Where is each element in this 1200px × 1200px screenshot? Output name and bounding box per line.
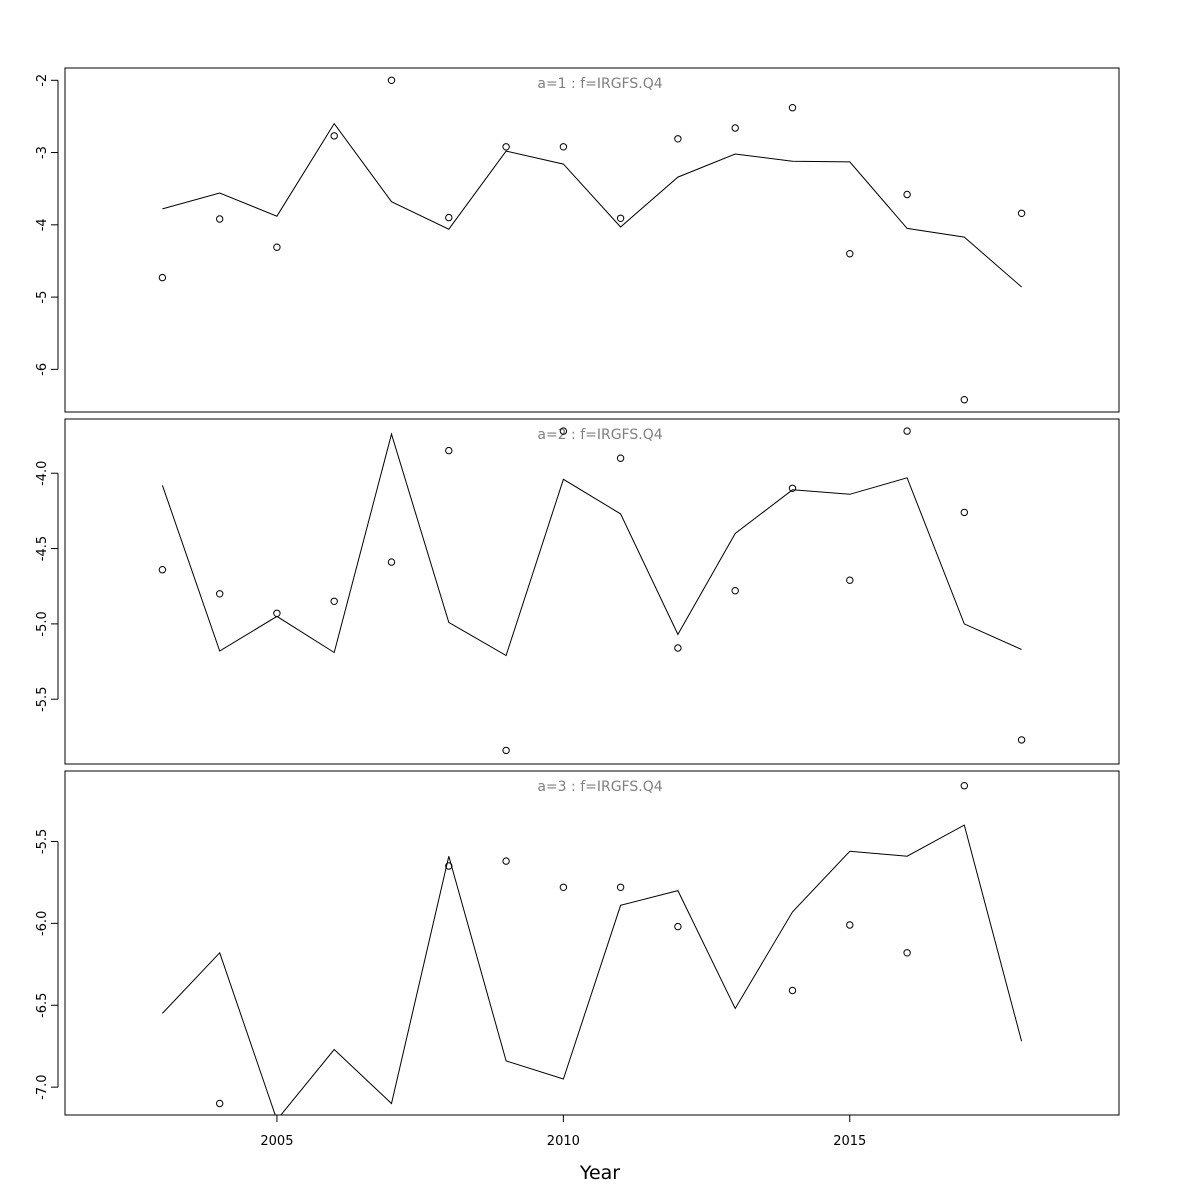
observed-point <box>847 577 853 583</box>
observed-point <box>904 191 910 197</box>
observed-point <box>789 987 795 993</box>
y-axis-2: -4.0 -4.5 -5.0 -5.5 <box>35 461 58 712</box>
panel-frame <box>65 419 1119 764</box>
data-marks <box>159 428 1025 754</box>
panel-frame <box>65 68 1119 412</box>
panels-group: -2 -3 -4 -5 -6 a=1 : f=IRGFS.Q4 -4.0 -4.5 -5.0 -5… <box>35 68 1119 1120</box>
panel-3: -5.5 -6.0 -6.5 -7.0 a=3 : f=IRGFS.Q4 <box>35 771 1119 1120</box>
panel-1: -2 -3 -4 -5 -6 a=1 : f=IRGFS.Q4 <box>35 68 1119 412</box>
observed-point <box>904 428 910 434</box>
observed-point <box>847 922 853 928</box>
observed-point <box>274 244 280 250</box>
x-tick-label: 2005 <box>260 1134 293 1149</box>
observed-point <box>560 884 566 890</box>
observed-point <box>961 783 967 789</box>
observed-point <box>503 747 509 753</box>
observed-point <box>732 588 738 594</box>
y-tick-label: -6 <box>35 363 50 376</box>
observed-point <box>217 1100 223 1106</box>
observed-point <box>961 509 967 515</box>
observed-point <box>331 598 337 604</box>
y-axis-1: -2 -3 -4 -5 -6 <box>35 74 58 376</box>
observed-point <box>675 923 681 929</box>
observed-point <box>617 215 623 221</box>
y-tick-label: -5.5 <box>35 829 50 854</box>
x-axis-label: Year <box>579 1162 620 1184</box>
observed-point <box>159 567 165 573</box>
observed-point <box>331 133 337 139</box>
observed-point <box>503 858 509 864</box>
observed-point <box>217 591 223 597</box>
observed-point <box>732 125 738 131</box>
observed-point <box>961 397 967 403</box>
data-marks <box>159 77 1025 403</box>
panel-2: -4.0 -4.5 -5.0 -5.5 a=2 : f=IRGFS.Q4 <box>35 419 1119 764</box>
observed-point <box>675 645 681 651</box>
observed-point <box>274 610 280 616</box>
y-tick-label: -3 <box>35 146 50 159</box>
x-tick-label: 2010 <box>547 1134 580 1149</box>
observed-point <box>388 559 394 565</box>
x-axis: 2005 2010 2015 <box>260 1115 866 1149</box>
observed-point <box>617 884 623 890</box>
observed-point <box>1018 737 1024 743</box>
observed-point <box>617 455 623 461</box>
y-tick-label: -4 <box>35 218 50 231</box>
y-tick-label: -4.5 <box>35 536 50 561</box>
observed-point <box>904 950 910 956</box>
y-tick-label: -6.0 <box>35 911 50 936</box>
observed-point <box>217 216 223 222</box>
y-tick-label: -5 <box>35 291 50 304</box>
fitted-line <box>162 825 1021 1120</box>
y-tick-label: -2 <box>35 74 50 87</box>
fitted-line <box>162 124 1021 287</box>
y-tick-label: -5.0 <box>35 611 50 636</box>
observed-point <box>560 144 566 150</box>
observed-point <box>1018 210 1024 216</box>
panel-title: a=1 : f=IRGFS.Q4 <box>537 76 662 92</box>
panel-title: a=2 : f=IRGFS.Q4 <box>537 427 662 443</box>
observed-point <box>388 77 394 83</box>
fitted-line <box>162 434 1021 655</box>
observed-point <box>789 485 795 491</box>
y-tick-label: -6.5 <box>35 993 50 1018</box>
observed-point <box>446 214 452 220</box>
data-marks <box>162 783 1021 1120</box>
observed-point <box>503 144 509 150</box>
y-axis-3: -5.5 -6.0 -6.5 -7.0 <box>35 829 58 1100</box>
observed-point <box>446 447 452 453</box>
y-tick-label: -5.5 <box>35 687 50 712</box>
panel-frame <box>65 771 1119 1115</box>
panel-title: a=3 : f=IRGFS.Q4 <box>537 779 662 795</box>
observed-point <box>789 105 795 111</box>
y-tick-label: -4.0 <box>35 461 50 486</box>
observed-point <box>847 251 853 257</box>
y-tick-label: -7.0 <box>35 1074 50 1099</box>
observed-point <box>159 274 165 280</box>
observed-point <box>675 136 681 142</box>
x-tick-label: 2015 <box>833 1134 866 1149</box>
